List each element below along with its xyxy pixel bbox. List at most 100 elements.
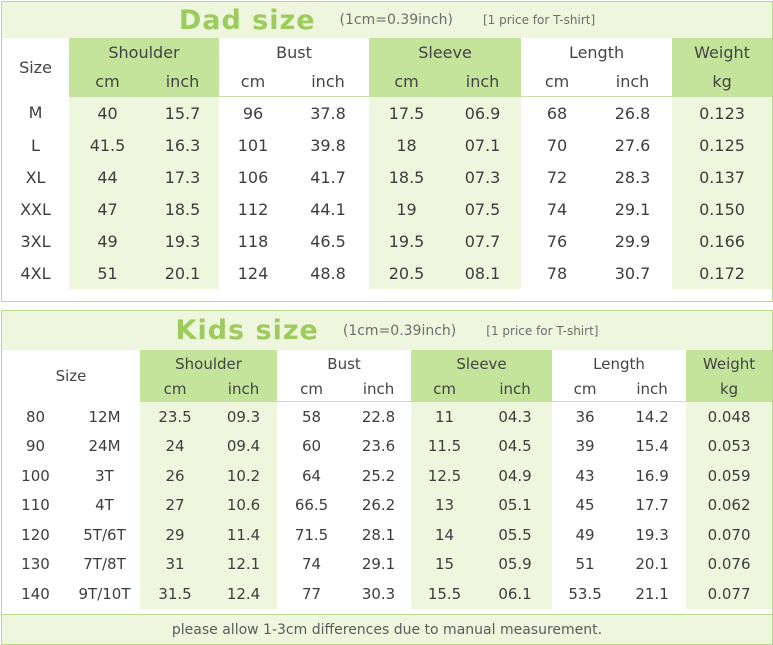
value-cell: 0.048 <box>686 401 773 432</box>
dad-size-table: Size Shoulder Bust Sleeve Length Weight … <box>2 38 773 289</box>
kids-title: Kids size <box>175 315 319 346</box>
value-cell: 48.8 <box>287 257 370 289</box>
size-cell: 7T/8T <box>69 549 141 579</box>
value-cell: 06.9 <box>444 96 522 129</box>
size-cell: 12M <box>69 401 141 432</box>
value-cell: 25.2 <box>346 461 412 491</box>
value-cell: 49 <box>69 225 146 257</box>
size-cell: 3XL <box>2 225 69 257</box>
value-cell: 15 <box>411 549 479 579</box>
value-cell: 23.5 <box>140 401 211 432</box>
value-cell: 27 <box>140 490 211 520</box>
value-cell: 0.070 <box>686 520 773 550</box>
kids-size-table: Size Shoulder Bust Sleeve Length Weight … <box>2 350 773 609</box>
value-cell: 22.8 <box>346 401 412 432</box>
value-cell: 13 <box>411 490 479 520</box>
value-cell: 58 <box>277 401 347 432</box>
value-cell: 39.8 <box>287 129 370 161</box>
value-cell: 31.5 <box>140 579 211 609</box>
size-cell: 80 <box>2 401 69 432</box>
value-cell: 10.6 <box>210 490 278 520</box>
table-row: 110 4T 27 10.6 66.5 26.2 13 05.1 45 17.7 0.062 <box>2 490 773 520</box>
value-cell: 16.3 <box>146 129 219 161</box>
unit-label: inch <box>287 67 370 97</box>
value-cell: 30.3 <box>346 579 412 609</box>
value-cell: 0.062 <box>686 490 773 520</box>
table-row: XL 44 17.3 106 41.7 18.5 07.3 72 28.3 0.137 <box>2 161 773 193</box>
value-cell: 26.2 <box>346 490 412 520</box>
table-row: 120 5T/6T 29 11.4 71.5 28.1 14 05.5 49 19.3 0.070 <box>2 520 773 550</box>
value-cell: 96 <box>219 96 287 129</box>
value-cell: 0.125 <box>672 129 773 161</box>
kids-unit-row: cm inch cm inch cm inch cm inch kg <box>2 377 773 402</box>
value-cell: 15.5 <box>411 579 479 609</box>
unit-label: kg <box>686 377 773 402</box>
dad-size-panel: Dad size (1cm=0.39inch) [1 price for T-s… <box>1 1 773 302</box>
value-cell: 23.6 <box>346 431 412 461</box>
value-cell: 51 <box>552 549 619 579</box>
unit-label: cm <box>69 67 146 97</box>
value-cell: 51 <box>69 257 146 289</box>
kids-price-note: [1 price for T-shirt] <box>486 323 599 338</box>
dad-price-note: [1 price for T-shirt] <box>482 13 596 27</box>
unit-label: inch <box>210 377 278 402</box>
value-cell: 12.4 <box>210 579 278 609</box>
kids-title-bar: Kids size (1cm=0.39inch) [1 price for T-… <box>2 311 772 350</box>
size-cell: XL <box>2 161 69 193</box>
bust-header: Bust <box>277 350 412 377</box>
value-cell: 17.3 <box>146 161 219 193</box>
sleeve-header: Sleeve <box>411 350 553 377</box>
value-cell: 20.5 <box>369 257 445 289</box>
value-cell: 16.9 <box>618 461 687 491</box>
dad-conversion: (1cm=0.39inch) <box>339 12 453 28</box>
unit-label: cm <box>411 377 479 402</box>
value-cell: 10.2 <box>210 461 278 491</box>
unit-label: inch <box>346 377 412 402</box>
table-row: L 41.5 16.3 101 39.8 18 07.1 70 27.6 0.125 <box>2 129 773 161</box>
value-cell: 41.5 <box>69 129 146 161</box>
value-cell: 37.8 <box>287 96 370 129</box>
value-cell: 14.2 <box>618 401 687 432</box>
table-row: 100 3T 26 10.2 64 25.2 12.5 04.9 43 16.9 0.059 <box>2 461 773 491</box>
size-cell: 90 <box>2 431 69 461</box>
value-cell: 53.5 <box>552 579 619 609</box>
value-cell: 44 <box>69 161 146 193</box>
value-cell: 09.3 <box>210 401 278 432</box>
kids-header-row: Size Shoulder Bust Sleeve Length Weight <box>2 350 773 402</box>
size-cell: XXL <box>2 193 69 225</box>
value-cell: 60 <box>277 431 347 461</box>
size-cell: 140 <box>2 579 69 609</box>
unit-label: inch <box>478 377 553 402</box>
value-cell: 31 <box>140 549 211 579</box>
unit-label: inch <box>618 377 687 402</box>
value-cell: 11.5 <box>411 431 479 461</box>
value-cell: 66.5 <box>277 490 347 520</box>
sleeve-header: Sleeve <box>369 38 522 67</box>
value-cell: 12.1 <box>210 549 278 579</box>
value-cell: 40 <box>69 96 146 129</box>
value-cell: 14 <box>411 520 479 550</box>
size-cell: L <box>2 129 69 161</box>
value-cell: 101 <box>219 129 287 161</box>
value-cell: 09.4 <box>210 431 278 461</box>
measurement-disclaimer: please allow 1-3cm differences due to ma… <box>2 614 772 644</box>
shoulder-header: Shoulder <box>140 350 278 377</box>
value-cell: 46.5 <box>287 225 370 257</box>
value-cell: 70 <box>521 129 594 161</box>
value-cell: 39 <box>552 431 619 461</box>
value-cell: 0.053 <box>686 431 773 461</box>
value-cell: 11.4 <box>210 520 278 550</box>
dad-header-row: Size Shoulder Bust Sleeve Length Weight <box>2 38 773 97</box>
length-header: Length <box>552 350 687 377</box>
size-cell: 130 <box>2 549 69 579</box>
value-cell: 18 <box>369 129 445 161</box>
value-cell: 20.1 <box>618 549 687 579</box>
value-cell: 19.3 <box>146 225 219 257</box>
table-row: 140 9T/10T 31.5 12.4 77 30.3 15.5 06.1 53.5 21.1 0… <box>2 579 773 609</box>
size-header: Size <box>2 350 141 402</box>
value-cell: 04.9 <box>478 461 553 491</box>
weight-header: Weight <box>672 38 773 67</box>
value-cell: 0.076 <box>686 549 773 579</box>
dad-title: Dad size <box>178 4 316 36</box>
value-cell: 06.1 <box>478 579 553 609</box>
